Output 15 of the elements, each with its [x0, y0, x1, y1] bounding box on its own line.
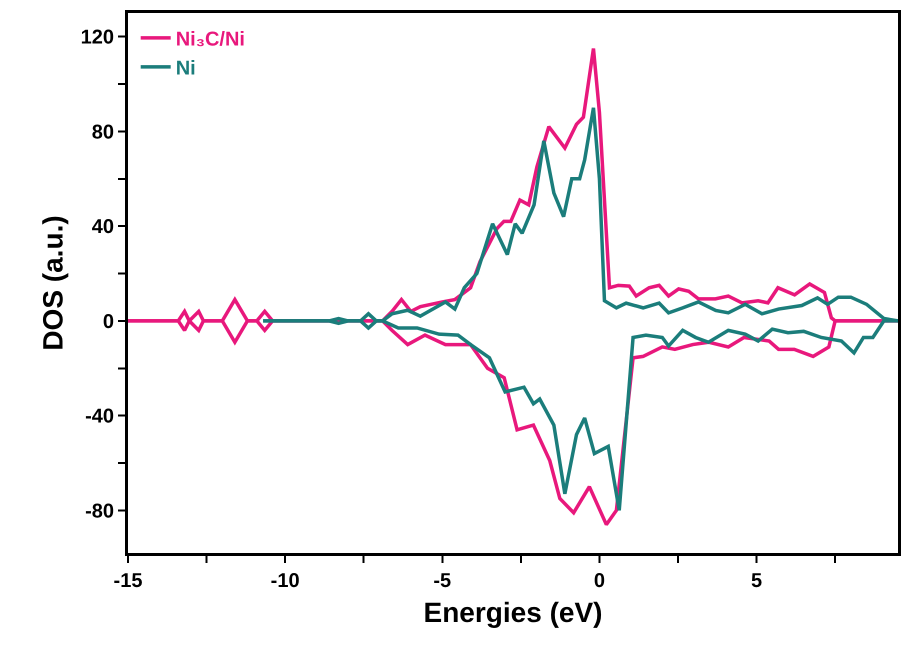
x-tick-label: -5 — [433, 570, 452, 592]
y-tick-label: 0 — [102, 310, 114, 333]
x-tick-label: 5 — [751, 570, 762, 592]
x-tick-label: -10 — [270, 570, 300, 592]
legend-label: Ni₃C/Ni — [176, 28, 245, 51]
y-axis-title: DOS (a.u.) — [37, 215, 68, 351]
legend-label: Ni — [176, 58, 196, 80]
y-tick-label: 120 — [80, 26, 114, 49]
x-tick-label: 0 — [594, 570, 605, 592]
y-tick-label: -40 — [85, 406, 114, 428]
y-tick-label: 40 — [92, 216, 114, 238]
x-tick-label: -15 — [114, 570, 142, 592]
y-tick-label: -80 — [85, 500, 114, 522]
x-axis-title: Energies (eV) — [424, 597, 602, 628]
y-tick-label: 80 — [92, 121, 114, 144]
